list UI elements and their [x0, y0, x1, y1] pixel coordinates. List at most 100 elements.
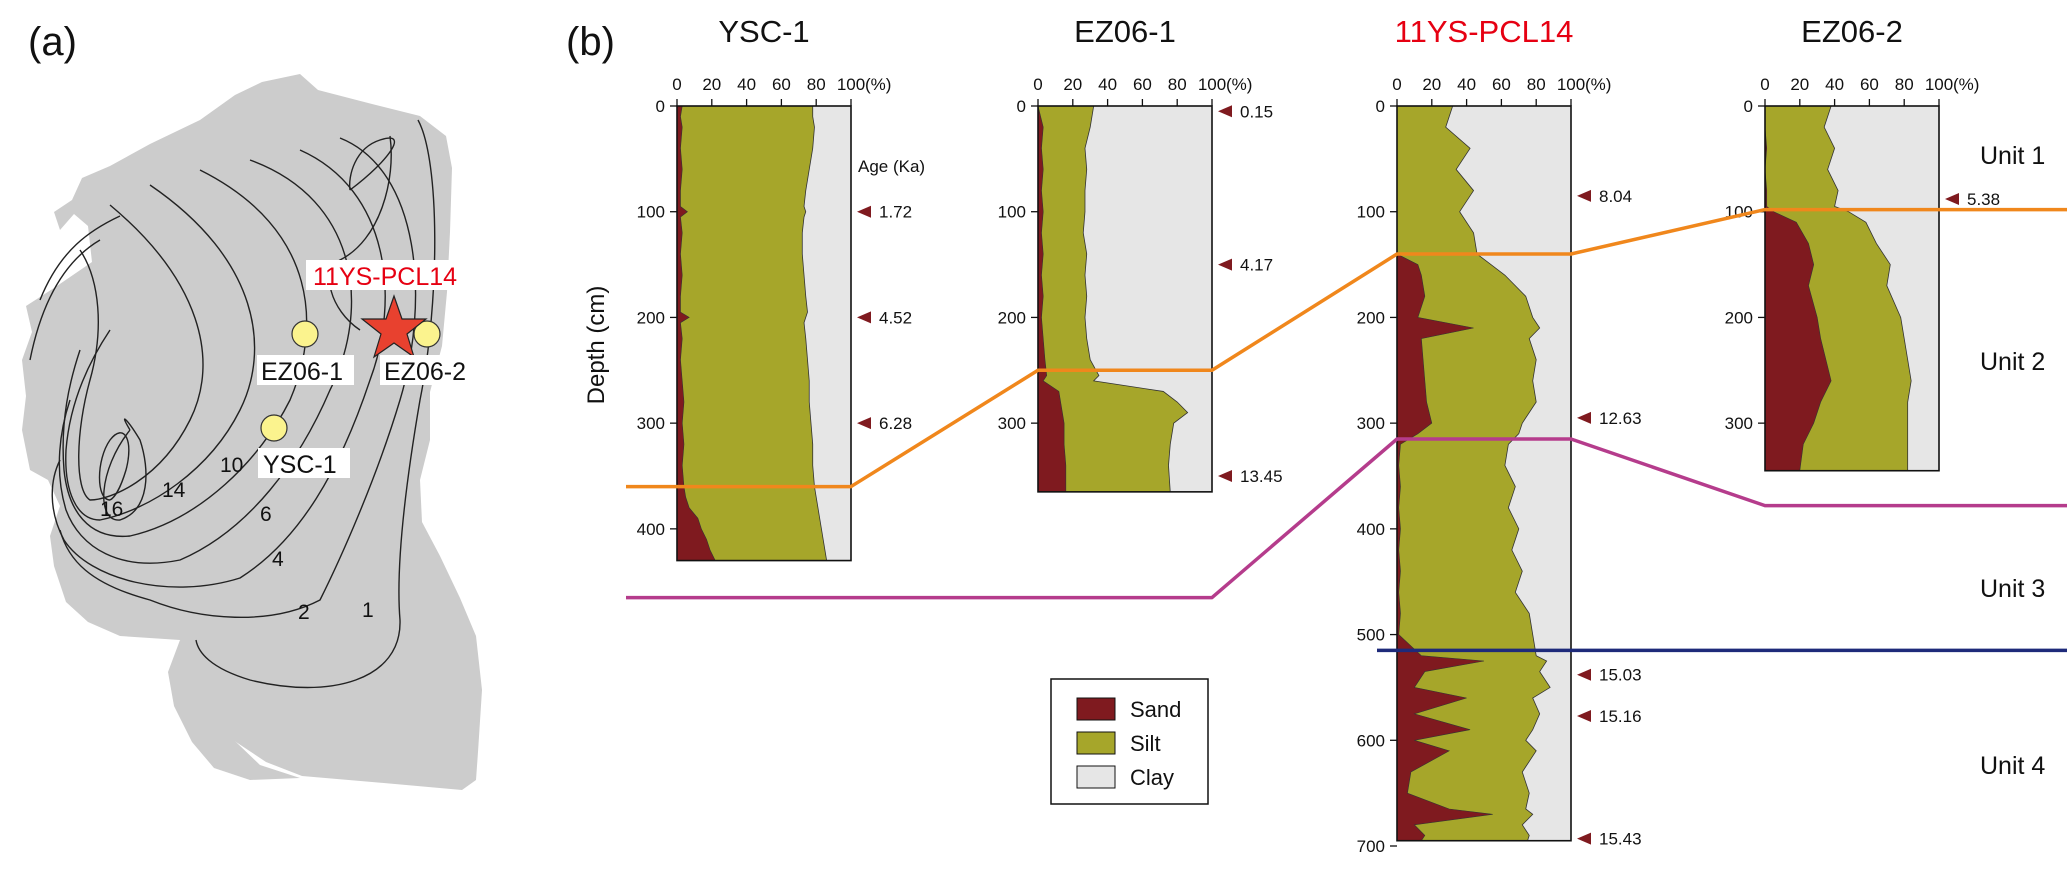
y-tick-label: 200 [1357, 308, 1385, 327]
y-tick-label: 300 [998, 414, 1026, 433]
label-bg-ez06-1 [257, 355, 354, 385]
panel-a-label: (a) [28, 20, 77, 64]
y-tick-label: 0 [656, 97, 665, 116]
x-tick-label: 20 [1063, 75, 1082, 94]
age-marker [1218, 470, 1232, 482]
boundary-unit1-2 [626, 207, 2067, 489]
x-unit-label: (%) [865, 75, 891, 94]
x-unit-label: (%) [1226, 75, 1252, 94]
x-tick-label: 20 [1790, 75, 1809, 94]
site-marker-ez06-2 [413, 320, 441, 348]
legend-swatch-clay [1076, 765, 1116, 789]
contour-line-13 [39, 215, 121, 301]
x-tick-label: 0 [1760, 75, 1769, 94]
x-tick-label: 80 [1527, 75, 1546, 94]
location-map: 16 14 10 6 4 2 1 11YS-PCL14 EZ06-1 EZ06-… [22, 74, 482, 790]
age-label: 8.04 [1599, 187, 1632, 206]
contour-label-14: 14 [162, 479, 186, 502]
core-title-ez06-2: EZ06-2 [1801, 14, 1903, 49]
core-frame-11ys-pcl14 [1396, 105, 1572, 842]
y-tick-label: 200 [998, 308, 1026, 327]
sand-area-ez06-1 [1037, 105, 1067, 493]
contour-line-8 [329, 135, 392, 331]
age-marker [1218, 105, 1232, 118]
age-label: 4.17 [1240, 256, 1273, 275]
sand-area-ysc-1 [676, 105, 716, 561]
silt-area-ez06-1 [1037, 105, 1189, 493]
age-marker [857, 417, 871, 430]
age-marker [857, 311, 871, 324]
x-tick-label: 80 [807, 75, 826, 94]
y-tick-label: 200 [1725, 308, 1753, 327]
unit-label-1: Unit 1 [1980, 142, 2045, 170]
contour-label-4: 4 [272, 548, 284, 571]
x-tick-label: 40 [737, 75, 756, 94]
core-frame-ez06-2 [1764, 105, 1940, 472]
land-appendage [168, 640, 300, 780]
y-tick-label: 500 [1357, 626, 1385, 645]
age-marker [1577, 709, 1591, 722]
label-bg-featured [306, 260, 476, 290]
age-label: 6.28 [879, 414, 912, 433]
site-label-ez06-1: EZ06-1 [261, 358, 343, 386]
core-title-ez06-1: EZ06-1 [1074, 14, 1176, 49]
legend-label-silt: Silt [1130, 731, 1161, 756]
age-label: 15.03 [1599, 666, 1642, 685]
x-tick-label: 40 [1098, 75, 1117, 94]
unit-label-3: Unit 3 [1980, 575, 2045, 603]
contour-line-5 [62, 169, 308, 537]
age-marker [857, 205, 871, 218]
core-ez06-1: EZ06-10 20 40 60 80 100 (%)01002003000.154.171… [998, 14, 1283, 493]
legend-swatch-silt [1076, 731, 1116, 755]
y-tick-label: 100 [1357, 203, 1385, 222]
contour-line-9 [348, 137, 396, 191]
age-label: 15.16 [1599, 707, 1642, 726]
contour-line-6 [65, 184, 256, 521]
x-tick-label: 40 [1825, 75, 1844, 94]
label-bg-ez06-2 [380, 355, 481, 385]
contour-line-7 [78, 204, 204, 501]
legend-label-clay: Clay [1130, 765, 1174, 790]
x-tick-label: 0 [672, 75, 681, 94]
site-label-ez06-2: EZ06-2 [384, 358, 466, 386]
age-marker [1577, 668, 1591, 681]
age-marker [1577, 832, 1591, 845]
core-title-11ys-pcl14: 11YS-PCL14 [1395, 14, 1574, 49]
x-unit-label: (%) [1953, 75, 1979, 94]
contour-label-1: 1 [362, 599, 374, 622]
age-marker [1577, 189, 1591, 202]
unit-label-4: Unit 4 [1980, 752, 2045, 780]
core-ysc-1: YSC-10 20 40 60 80 100 (%)01002003004001.724.5… [637, 14, 912, 562]
star-icon [360, 294, 428, 359]
x-tick-label: 80 [1168, 75, 1187, 94]
age-label: 5.38 [1967, 190, 2000, 209]
age-marker [1577, 411, 1591, 424]
featured-site-label: 11YS-PCL14 [313, 263, 457, 291]
y-tick-label: 0 [1376, 97, 1385, 116]
age-marker [1218, 258, 1232, 271]
x-tick-label: 0 [1033, 75, 1042, 94]
age-label: 12.63 [1599, 409, 1642, 428]
core-title-ysc-1: YSC-1 [718, 14, 809, 49]
y-tick-label: 100 [998, 203, 1026, 222]
x-tick-label: 60 [1860, 75, 1879, 94]
silt-area-ysc-1 [676, 105, 828, 561]
y-tick-label: 600 [1357, 731, 1385, 750]
y-tick-label: 200 [637, 308, 665, 327]
contour-label-16: 16 [100, 498, 123, 521]
contour-line-1 [195, 119, 436, 689]
site-label-ysc-1: YSC-1 [263, 451, 337, 479]
unit-label-2: Unit 2 [1980, 348, 2045, 376]
site-marker-ysc-1 [260, 414, 288, 442]
core-frame-ysc-1 [676, 105, 852, 562]
y-tick-label: 300 [1725, 414, 1753, 433]
x-tick-label: 60 [772, 75, 791, 94]
x-tick-label: 0 [1392, 75, 1401, 94]
age-label: 1.72 [879, 203, 912, 222]
age-label: 4.52 [879, 308, 912, 327]
age-label: 15.43 [1599, 830, 1642, 849]
x-tick-label: 100 [1925, 75, 1953, 94]
contour-line-11 [98, 432, 130, 501]
